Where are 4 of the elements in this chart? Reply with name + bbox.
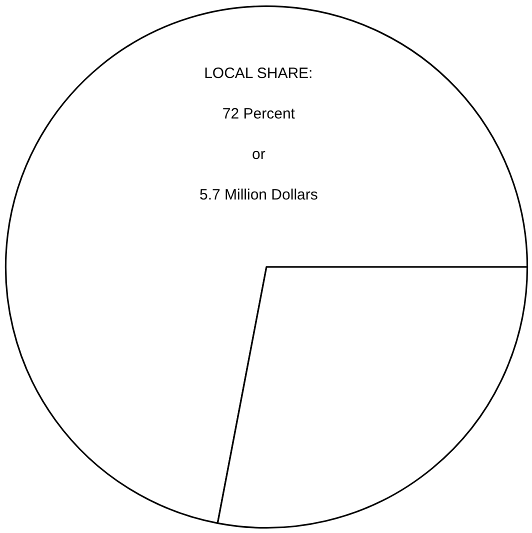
- data-label: 72 Percent: [222, 106, 296, 123]
- text: LOCAL SHARE:: [204, 65, 313, 82]
- text: 5.7 Million Dollars: [199, 186, 318, 204]
- text: or: [252, 146, 266, 164]
